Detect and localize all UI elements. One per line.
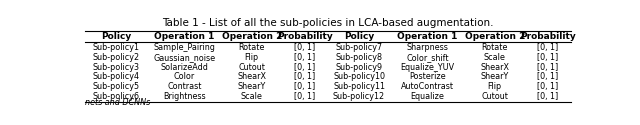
Text: Sub-policy4: Sub-policy4 bbox=[93, 72, 140, 82]
Text: [0, 1]: [0, 1] bbox=[537, 92, 558, 101]
Text: [0, 1]: [0, 1] bbox=[537, 43, 558, 52]
Text: Color_shift: Color_shift bbox=[406, 53, 449, 62]
Text: Color: Color bbox=[174, 72, 195, 82]
Text: Sub-policy10: Sub-policy10 bbox=[333, 72, 385, 82]
Text: [0, 1]: [0, 1] bbox=[537, 82, 558, 91]
Text: Policy: Policy bbox=[344, 32, 374, 41]
Text: AutoContrast: AutoContrast bbox=[401, 82, 454, 91]
Text: [0, 1]: [0, 1] bbox=[537, 63, 558, 72]
Text: [0, 1]: [0, 1] bbox=[294, 72, 316, 82]
Text: Posterize: Posterize bbox=[409, 72, 446, 82]
Text: nets and DCNNs: nets and DCNNs bbox=[85, 98, 150, 107]
Text: Scale: Scale bbox=[484, 53, 506, 62]
Text: Probability: Probability bbox=[277, 32, 333, 41]
Text: SolarizeAdd: SolarizeAdd bbox=[161, 63, 209, 72]
Text: Table 1 - List of all the sub-policies in LCA-based augmentation.: Table 1 - List of all the sub-policies i… bbox=[163, 18, 493, 28]
Text: [0, 1]: [0, 1] bbox=[294, 82, 316, 91]
Text: Sub-policy11: Sub-policy11 bbox=[333, 82, 385, 91]
Text: Flip: Flip bbox=[244, 53, 259, 62]
Text: [0, 1]: [0, 1] bbox=[294, 92, 316, 101]
Text: [0, 1]: [0, 1] bbox=[294, 43, 316, 52]
Text: Sharpness: Sharpness bbox=[406, 43, 449, 52]
Text: ShearY: ShearY bbox=[481, 72, 509, 82]
Text: Gaussian_noise: Gaussian_noise bbox=[154, 53, 216, 62]
Text: Sub-policy3: Sub-policy3 bbox=[93, 63, 140, 72]
Text: Equalize_YUV: Equalize_YUV bbox=[401, 63, 454, 72]
Text: Sub-policy1: Sub-policy1 bbox=[93, 43, 140, 52]
Text: Sub-policy6: Sub-policy6 bbox=[93, 92, 140, 101]
Text: Sub-policy5: Sub-policy5 bbox=[92, 82, 140, 91]
Text: Operation 1: Operation 1 bbox=[154, 32, 214, 41]
Text: Policy: Policy bbox=[101, 32, 131, 41]
Text: [0, 1]: [0, 1] bbox=[294, 53, 316, 62]
Text: Sub-policy12: Sub-policy12 bbox=[333, 92, 385, 101]
Text: Brightness: Brightness bbox=[163, 92, 206, 101]
Text: Scale: Scale bbox=[241, 92, 262, 101]
Text: Rotate: Rotate bbox=[481, 43, 508, 52]
Text: Equalize: Equalize bbox=[411, 92, 445, 101]
Text: Operation 2: Operation 2 bbox=[221, 32, 282, 41]
Text: Operation 1: Operation 1 bbox=[397, 32, 458, 41]
Text: Cutout: Cutout bbox=[481, 92, 508, 101]
Text: ShearX: ShearX bbox=[480, 63, 509, 72]
Text: Sample_Pairing: Sample_Pairing bbox=[154, 43, 216, 52]
Text: Sub-policy8: Sub-policy8 bbox=[335, 53, 383, 62]
Text: ShearX: ShearX bbox=[237, 72, 266, 82]
Text: [0, 1]: [0, 1] bbox=[537, 72, 558, 82]
Text: Flip: Flip bbox=[488, 82, 502, 91]
Text: Cutout: Cutout bbox=[238, 63, 265, 72]
Text: [0, 1]: [0, 1] bbox=[294, 63, 316, 72]
Text: Probability: Probability bbox=[520, 32, 575, 41]
Text: Sub-policy2: Sub-policy2 bbox=[92, 53, 140, 62]
Text: Contrast: Contrast bbox=[167, 82, 202, 91]
Text: Sub-policy7: Sub-policy7 bbox=[335, 43, 383, 52]
Text: [0, 1]: [0, 1] bbox=[537, 53, 558, 62]
Text: Rotate: Rotate bbox=[239, 43, 265, 52]
Text: Operation 2: Operation 2 bbox=[465, 32, 525, 41]
Text: Sub-policy9: Sub-policy9 bbox=[335, 63, 383, 72]
Text: ShearY: ShearY bbox=[237, 82, 266, 91]
